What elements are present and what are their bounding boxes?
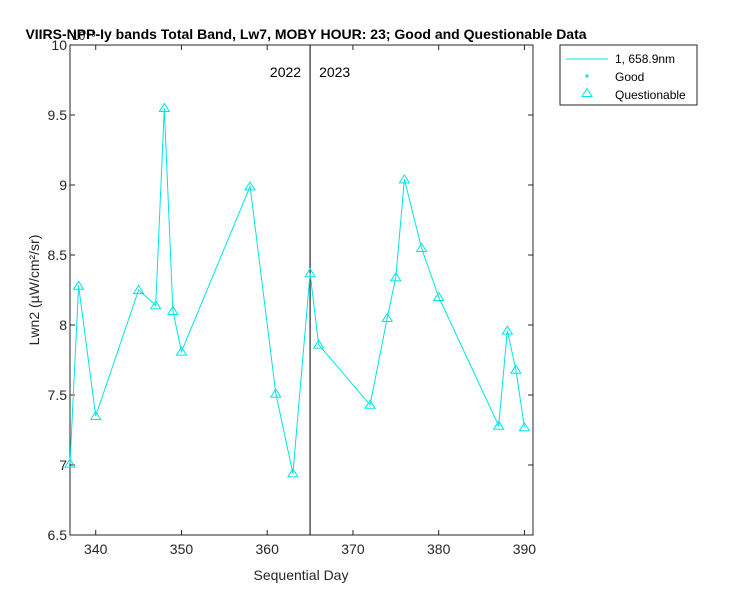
data-point-questionable [64,458,76,468]
legend-questionable-swatch [581,87,593,97]
data-point-questionable [389,271,402,282]
chart-title: VIIRS-NPP-Iy bands Total Band, Lw7, MOBY… [25,26,586,42]
legend-label-good: Good [615,70,644,84]
data-point-questionable [166,305,179,315]
data-point-questionable [158,102,171,112]
data-point-questionable [72,280,85,290]
data-point-questionable [287,467,299,478]
x-axis-label: Sequential Day [254,567,349,583]
data-point-questionable [381,312,394,322]
y-tick-label: 7 [59,457,67,473]
data-point-questionable [312,339,325,349]
x-tick-label: 390 [513,541,537,557]
legend-label-series: 1, 658.9nm [615,52,675,66]
y-tick-label: 6.5 [48,527,68,543]
data-point-questionable [509,364,522,374]
data-point-questionable [492,420,505,430]
data-point-questionable [269,388,282,398]
data-point-questionable [364,399,376,409]
data-point-questionable [398,173,411,184]
data-point-questionable [518,421,531,432]
x-tick-label: 340 [84,541,108,557]
plot-area [69,44,534,536]
legend-label-questionable: Questionable [615,88,686,102]
y-tick-label: 9.5 [48,107,68,123]
legend-good-swatch [585,74,589,78]
series-line [69,107,525,474]
data-point-questionable [501,325,514,335]
x-tick-label: 370 [341,541,365,557]
data-point-questionable [132,284,145,294]
y-tick-label: 8.5 [48,247,68,263]
y-axis-label: Lwn2 (µW/cm²/sr) [26,235,42,346]
data-point-questionable [89,410,102,420]
y-tick-label: 7.5 [48,387,68,403]
x-tick-label: 350 [170,541,194,557]
data-point-questionable [304,267,316,278]
divider-left-label: 2022 [270,64,301,80]
x-tick-label: 360 [256,541,280,557]
divider-right-label: 2023 [319,64,350,80]
x-axis: 340 350 360 370 380 390 [84,45,536,557]
x-tick-label: 380 [427,541,451,557]
y-tick-label: 8 [59,317,67,333]
data-point-questionable [432,291,445,301]
series-layer [64,102,531,478]
y-tick-label: 10 [51,37,67,53]
legend: 1, 658.9nm Good Questionable [559,44,698,106]
y-axis: 6.5 7 7.5 8 8.5 9 9.5 10 [48,37,533,543]
data-point-questionable [415,242,428,252]
data-point-questionable [149,299,162,310]
data-point-questionable [175,346,188,356]
data-point-questionable [244,180,256,191]
y-exponent-label: 10⁻³ [72,29,96,43]
y-tick-label: 9 [59,177,67,193]
